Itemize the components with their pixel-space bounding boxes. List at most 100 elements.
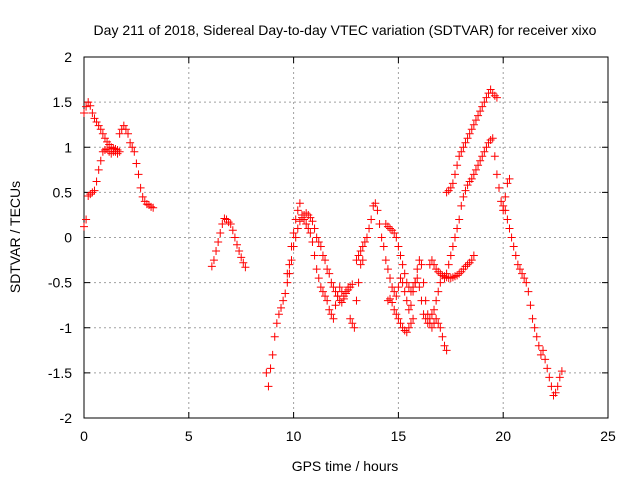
y-tick-label: -0.5: [48, 275, 72, 291]
x-tick-label: 10: [286, 428, 302, 444]
data-point: [553, 382, 562, 391]
data-point: [402, 296, 411, 305]
x-tick-label: 5: [185, 428, 193, 444]
data-point: [306, 213, 315, 222]
data-point: [469, 251, 478, 260]
series-track-k: [440, 134, 514, 283]
data-point: [402, 328, 411, 337]
data-point: [427, 256, 436, 265]
data-point: [490, 152, 499, 161]
data-point: [455, 152, 464, 161]
data-points: [80, 85, 566, 400]
data-point: [453, 224, 462, 233]
data-point: [323, 265, 332, 274]
y-axis-label: SDTVAR / TECUs: [7, 181, 23, 293]
data-point: [417, 260, 426, 269]
data-point: [90, 186, 99, 195]
data-point: [513, 260, 522, 269]
y-tick-label: -2: [60, 410, 73, 426]
data-point: [505, 174, 514, 183]
data-point: [543, 364, 552, 373]
data-point: [436, 323, 445, 332]
data-point: [555, 373, 564, 382]
data-point: [404, 305, 413, 314]
y-tick-label: -1: [60, 320, 73, 336]
data-point: [365, 224, 374, 233]
data-point: [409, 314, 418, 323]
data-point: [302, 219, 311, 228]
data-point: [488, 134, 497, 143]
data-point: [82, 215, 91, 224]
data-point: [419, 310, 428, 319]
data-point: [455, 215, 464, 224]
data-point: [84, 98, 93, 107]
data-point: [390, 228, 399, 237]
data-point: [406, 287, 415, 296]
data-point: [321, 292, 330, 301]
data-point: [501, 192, 510, 201]
data-point: [463, 260, 472, 269]
data-point: [82, 102, 91, 111]
data-point: [442, 346, 451, 355]
data-point: [312, 265, 321, 274]
data-point: [268, 350, 277, 359]
data-point: [308, 217, 317, 226]
data-point: [316, 242, 325, 251]
data-point: [291, 215, 300, 224]
data-point: [220, 214, 229, 223]
data-point: [339, 294, 348, 303]
data-point: [241, 263, 250, 272]
data-point: [396, 319, 405, 328]
data-point: [392, 233, 401, 242]
data-point: [396, 274, 405, 283]
data-point: [480, 98, 489, 107]
y-tick-label: -1.5: [48, 365, 72, 381]
data-point: [86, 190, 95, 199]
data-point: [327, 310, 336, 319]
data-point: [325, 305, 334, 314]
data-point: [497, 197, 506, 206]
data-point: [329, 314, 338, 323]
data-point: [310, 224, 319, 233]
data-point: [436, 278, 445, 287]
data-point: [446, 183, 455, 192]
data-point: [394, 283, 403, 292]
data-point: [495, 183, 504, 192]
series-track-i: [425, 251, 478, 283]
data-point: [467, 125, 476, 134]
data-point: [383, 296, 392, 305]
data-point: [379, 242, 388, 251]
data-point: [224, 218, 233, 227]
data-point: [503, 215, 512, 224]
data-point: [147, 202, 156, 211]
y-tick-label: 2: [64, 49, 72, 65]
data-point: [350, 323, 359, 332]
data-point: [518, 269, 527, 278]
data-point: [325, 269, 334, 278]
x-tick-label: 20: [495, 428, 511, 444]
data-point: [532, 332, 541, 341]
data-point: [413, 274, 422, 283]
data-point: [478, 102, 487, 111]
data-point: [406, 319, 415, 328]
data-point: [402, 278, 411, 287]
data-point: [400, 326, 409, 335]
series-track-c: [207, 214, 250, 272]
data-point: [457, 147, 466, 156]
data-point: [272, 319, 281, 328]
data-point: [507, 233, 516, 242]
x-tick-label: 25: [600, 428, 616, 444]
data-point: [522, 278, 531, 287]
data-point: [461, 186, 470, 195]
data-point: [455, 269, 464, 278]
data-point: [463, 134, 472, 143]
data-point: [80, 108, 88, 117]
data-point: [281, 289, 290, 298]
data-point: [471, 165, 480, 174]
data-point: [342, 289, 350, 298]
data-point: [394, 242, 403, 251]
data-point: [302, 209, 311, 218]
data-point: [511, 251, 520, 260]
data-point: [390, 287, 399, 296]
data-point: [469, 170, 478, 179]
